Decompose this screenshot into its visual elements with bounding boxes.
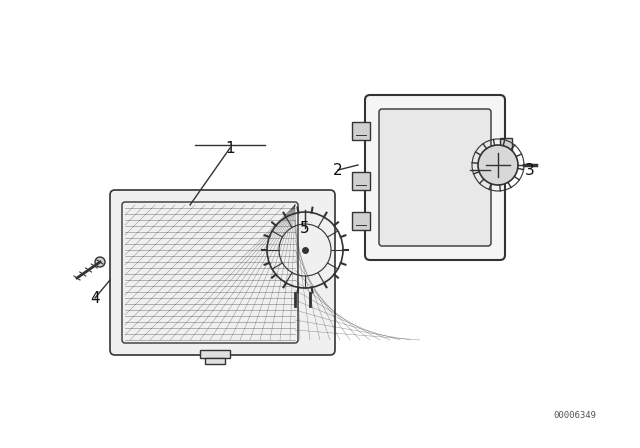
Bar <box>352 172 370 190</box>
Bar <box>205 358 225 364</box>
Text: 4: 4 <box>90 290 100 306</box>
Bar <box>352 122 370 140</box>
Text: 5: 5 <box>300 220 310 236</box>
FancyBboxPatch shape <box>110 190 335 355</box>
Circle shape <box>95 257 105 267</box>
Bar <box>352 212 370 230</box>
FancyBboxPatch shape <box>379 109 491 246</box>
Bar <box>500 138 512 160</box>
Text: 1: 1 <box>225 141 235 155</box>
Text: 00006349: 00006349 <box>554 410 596 419</box>
FancyBboxPatch shape <box>365 95 505 260</box>
Bar <box>200 350 230 358</box>
Text: 2: 2 <box>333 163 343 177</box>
Text: 3: 3 <box>525 163 535 177</box>
Circle shape <box>478 145 518 185</box>
